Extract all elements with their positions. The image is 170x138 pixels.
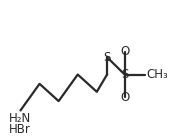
Text: O: O [120, 91, 129, 104]
Text: CH₃: CH₃ [147, 68, 168, 81]
Text: S: S [121, 68, 128, 81]
Text: HBr: HBr [9, 123, 31, 136]
Text: S: S [103, 51, 111, 64]
Text: O: O [120, 45, 129, 58]
Text: H₂N: H₂N [9, 112, 31, 125]
